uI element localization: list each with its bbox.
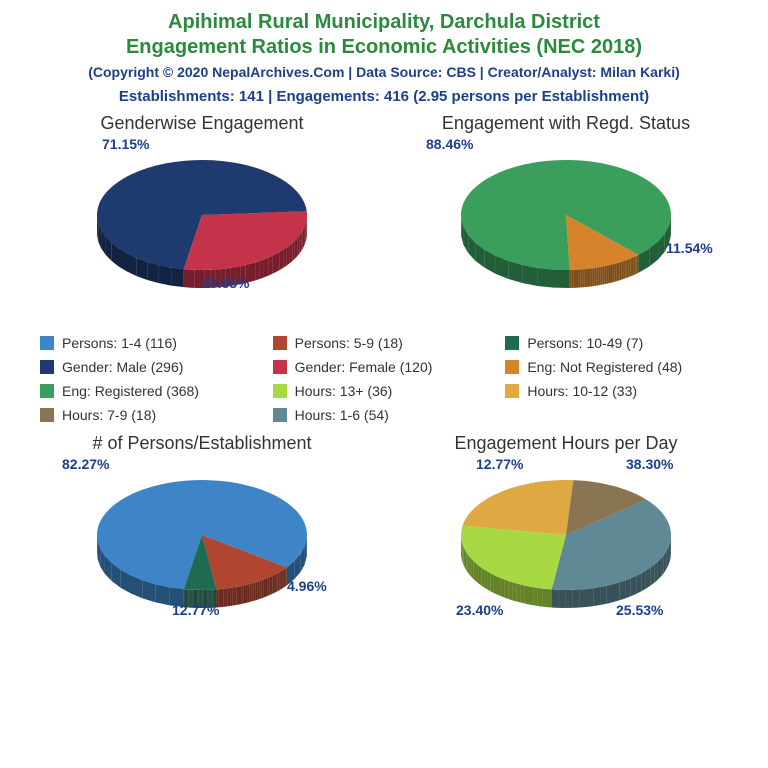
legend-swatch (273, 360, 287, 374)
pie-wrap: 88.46%11.54% (426, 140, 706, 300)
legend-item: Persons: 1-4 (116) (40, 331, 263, 355)
chart-grid: Genderwise Engagement 71.15%28.85% Engag… (20, 113, 748, 663)
pie-slice-label: 71.15% (102, 136, 149, 152)
pie-slice-label: 12.77% (172, 602, 219, 618)
legend-swatch (40, 408, 54, 422)
legend-swatch (40, 336, 54, 350)
legend-item: Eng: Not Registered (48) (505, 355, 728, 379)
pie-slice-label: 4.96% (287, 578, 327, 594)
legend-label: Hours: 10-12 (33) (527, 383, 637, 399)
legend-swatch (40, 384, 54, 398)
infographic-container: Apihimal Rural Municipality, Darchula Di… (0, 0, 768, 768)
pie-svg (426, 460, 706, 620)
legend-swatch (505, 336, 519, 350)
legend-label: Hours: 7-9 (18) (62, 407, 156, 423)
subtitle: (Copyright © 2020 NepalArchives.Com | Da… (20, 64, 748, 80)
pie-slice-label: 11.54% (666, 240, 713, 256)
legend-swatch (505, 384, 519, 398)
pie-slice-label: 82.27% (62, 456, 109, 472)
legend-label: Eng: Not Registered (48) (527, 359, 682, 375)
legend-item: Gender: Male (296) (40, 355, 263, 379)
pie-slice-label: 23.40% (456, 602, 503, 618)
title-line-1: Apihimal Rural Municipality, Darchula Di… (20, 10, 748, 35)
legend-swatch (273, 408, 287, 422)
chart-persons-per-est: # of Persons/Establishment 82.27% 12.77% 4… (20, 433, 384, 663)
legend-label: Eng: Registered (368) (62, 383, 199, 399)
legend-item: Hours: 13+ (36) (273, 379, 496, 403)
legend-label: Gender: Male (296) (62, 359, 183, 375)
pie-wrap: 38.30%25.53%23.40%12.77% (426, 460, 706, 620)
legend-item: Hours: 1-6 (54) (273, 403, 496, 427)
pie-svg (426, 140, 706, 300)
legend-item: Hours: 7-9 (18) (40, 403, 263, 427)
chart-title: # of Persons/Establishment (92, 433, 311, 454)
legend-label: Hours: 1-6 (54) (295, 407, 389, 423)
legend-label: Hours: 13+ (36) (295, 383, 393, 399)
legend-label: Persons: 5-9 (18) (295, 335, 403, 351)
pie-slice-label: 38.30% (626, 456, 673, 472)
pie-svg (62, 460, 342, 620)
chart-regd-status: Engagement with Regd. Status 88.46%11.54… (384, 113, 748, 323)
pie-wrap: 82.27%12.77%4.96% (62, 460, 342, 620)
legend-item: Eng: Registered (368) (40, 379, 263, 403)
legend-label: Gender: Female (120) (295, 359, 433, 375)
chart-hours-per-day: Engagement Hours per Day 38.30% 25.53% 23.… (384, 433, 748, 663)
legend-item: Gender: Female (120) (273, 355, 496, 379)
chart-title: Engagement Hours per Day (454, 433, 677, 454)
legend-item: Persons: 5-9 (18) (273, 331, 496, 355)
chart-title: Genderwise Engagement (100, 113, 303, 134)
legend-label: Persons: 1-4 (116) (62, 335, 177, 351)
legend-swatch (505, 360, 519, 374)
legend-block: Persons: 1-4 (116) Persons: 5-9 (18) Perso… (20, 323, 748, 433)
pie-slice-label: 28.85% (202, 275, 249, 291)
pie-slice-label: 88.46% (426, 136, 473, 152)
legend-item: Hours: 10-12 (33) (505, 379, 728, 403)
title-line-2: Engagement Ratios in Economic Activities… (20, 35, 748, 60)
chart-title: Engagement with Regd. Status (442, 113, 690, 134)
legend-swatch (273, 336, 287, 350)
pie-slice-label: 25.53% (616, 602, 663, 618)
pie-wrap: 71.15%28.85% (62, 140, 342, 300)
stats-line: Establishments: 141 | Engagements: 416 (… (20, 88, 748, 105)
pie-slice-label: 12.77% (476, 456, 523, 472)
legend-swatch (273, 384, 287, 398)
legend-label: Persons: 10-49 (7) (527, 335, 643, 351)
legend-item: Persons: 10-49 (7) (505, 331, 728, 355)
legend-swatch (40, 360, 54, 374)
chart-genderwise: Genderwise Engagement 71.15%28.85% (20, 113, 384, 323)
